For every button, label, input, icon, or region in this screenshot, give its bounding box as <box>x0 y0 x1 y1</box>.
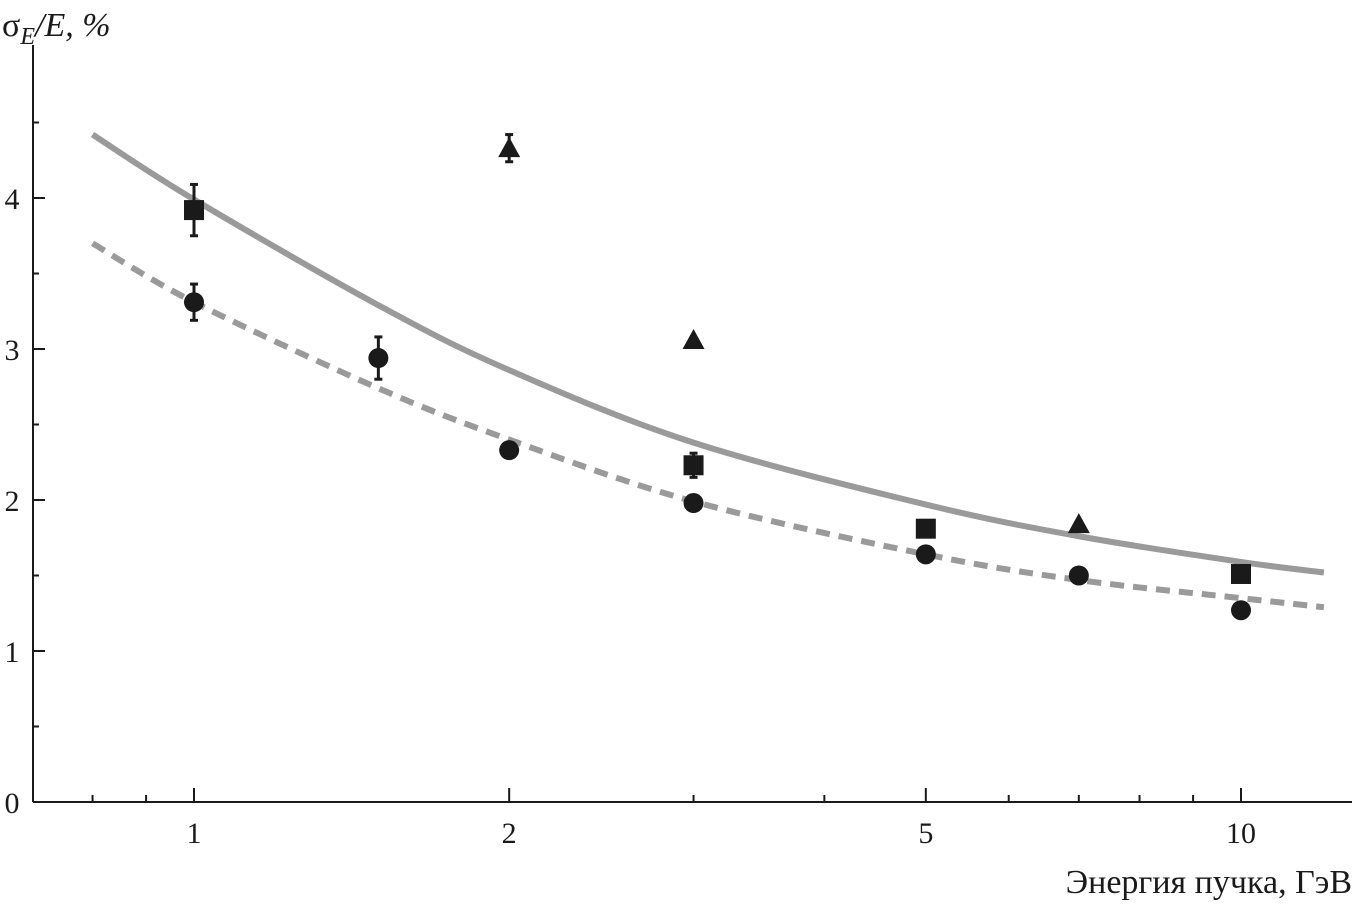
square-marker <box>683 455 704 476</box>
fit-curves <box>90 132 1325 611</box>
y-axis-title-subscript: E <box>19 24 35 50</box>
circles-point <box>1231 600 1251 621</box>
x-tick-label: 5 <box>918 817 933 850</box>
ticks: 1 2 5 10 0 1 2 3 4 <box>5 121 1256 850</box>
triangle-marker <box>1067 513 1090 534</box>
circles-point <box>499 440 520 461</box>
solid-fit-curve <box>90 132 1325 576</box>
y-axis-title-rest: /E, % <box>33 7 111 44</box>
x-axis-title: Энергия пучка, ГэВ <box>1066 864 1352 901</box>
squares-point <box>915 518 936 539</box>
y-tick-label: 3 <box>5 334 20 367</box>
y-axis-title-sigma: σ <box>2 7 20 44</box>
squares-point <box>1231 563 1251 584</box>
triangles-point <box>498 133 521 164</box>
y-tick-label: 1 <box>5 636 20 669</box>
circle-marker <box>915 544 936 565</box>
circle-marker <box>184 292 204 313</box>
circles-point <box>184 282 204 322</box>
triangle-marker <box>498 137 521 158</box>
y-tick-label: 2 <box>5 485 20 518</box>
square-marker <box>184 200 204 221</box>
square-marker <box>1231 563 1251 584</box>
circles-point <box>368 335 389 381</box>
circle-marker <box>368 348 389 369</box>
triangles-point <box>1067 513 1090 534</box>
triangles-point <box>682 328 705 349</box>
squares-point <box>683 451 704 479</box>
circles-point <box>683 493 704 514</box>
axes <box>32 45 1352 803</box>
y-tick-label: 0 <box>5 787 20 820</box>
circle-marker <box>1068 565 1089 586</box>
triangle-marker <box>682 328 705 349</box>
x-tick-label: 10 <box>1226 817 1256 850</box>
x-tick-label: 1 <box>187 817 202 850</box>
dashed-fit-curve <box>91 240 1325 611</box>
x-tick-label: 2 <box>502 817 517 850</box>
circles-point <box>1068 565 1089 586</box>
circle-marker <box>1231 600 1251 621</box>
circles-point <box>915 544 936 565</box>
y-axis-title: σE/E, % <box>2 7 111 50</box>
squares-point <box>184 182 204 238</box>
y-tick-label: 4 <box>5 183 20 216</box>
data-points <box>184 133 1251 621</box>
circle-marker <box>499 440 520 461</box>
square-marker <box>915 518 936 539</box>
circle-marker <box>683 493 704 514</box>
